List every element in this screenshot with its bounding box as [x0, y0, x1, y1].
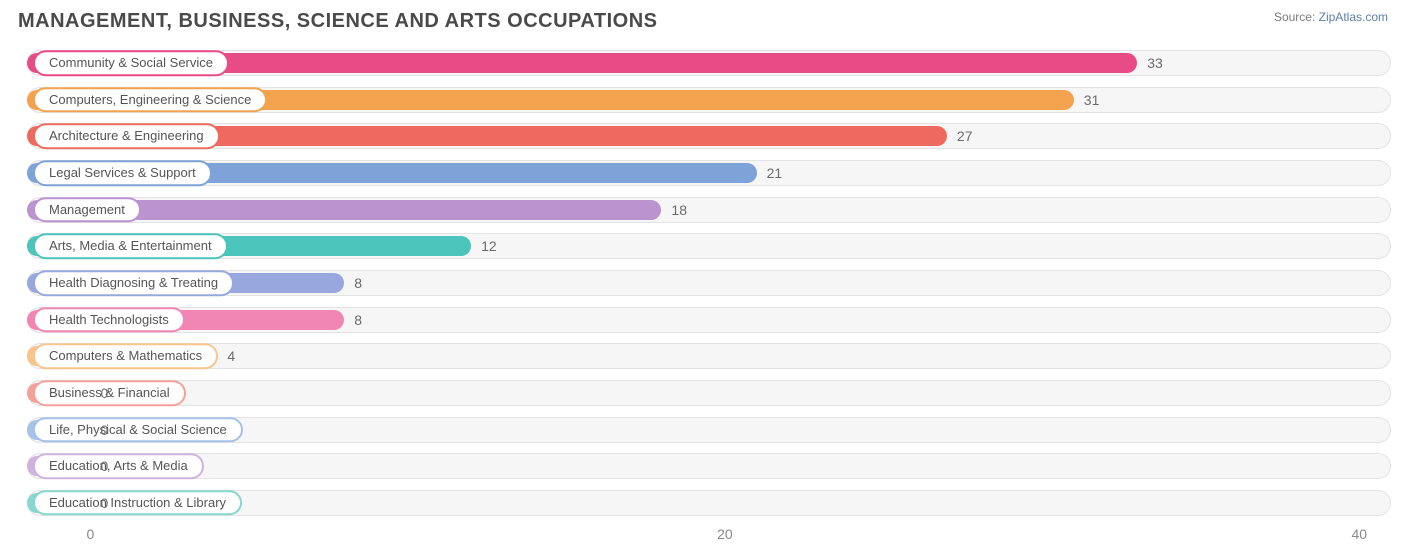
bar-row: Business & Financial0	[27, 378, 1391, 408]
bar-value: 4	[227, 348, 235, 364]
bar-value: 0	[100, 495, 108, 511]
bar-value: 21	[767, 165, 783, 181]
source-link[interactable]: ZipAtlas.com	[1319, 10, 1388, 24]
bar-value: 0	[100, 458, 108, 474]
bar-row: Management 18	[27, 195, 1391, 225]
bar-row: Life, Physical & Social Science0	[27, 415, 1391, 445]
bar-row: Education Instruction & Library0	[27, 488, 1391, 518]
bar-row: Arts, Media & Entertainment 12	[27, 231, 1391, 261]
bar-label: Education, Arts & Media	[33, 453, 204, 479]
bar-row: Legal Services & Support 21	[27, 158, 1391, 188]
bar-row: Architecture & Engineering 27	[27, 121, 1391, 151]
x-tick: 0	[87, 526, 95, 542]
bar-value: 8	[354, 275, 362, 291]
bar-value: 33	[1147, 55, 1163, 71]
bar-label: Business & Financial	[33, 380, 186, 406]
bar-value: 27	[957, 128, 973, 144]
bar-value: 8	[354, 312, 362, 328]
bar-row: Health Diagnosing & Treating 8	[27, 268, 1391, 298]
bar-value: 12	[481, 238, 497, 254]
x-tick: 40	[1351, 526, 1367, 542]
bar-row: Computers, Engineering & Science 31	[27, 85, 1391, 115]
bar-row: Health Technologists 8	[27, 305, 1391, 335]
bar-value: 0	[100, 385, 108, 401]
bar-label: Legal Services & Support	[33, 160, 212, 186]
chart-title: MANAGEMENT, BUSINESS, SCIENCE AND ARTS O…	[0, 0, 1406, 39]
bar-label: Community & Social Service	[33, 50, 229, 76]
source-attribution: Source: ZipAtlas.com	[1274, 10, 1388, 24]
bar-label: Architecture & Engineering	[33, 124, 220, 150]
bar-value: 18	[671, 202, 687, 218]
bar-label: Computers & Mathematics	[33, 343, 218, 369]
x-tick: 20	[717, 526, 733, 542]
bar-row: Education, Arts & Media0	[27, 451, 1391, 481]
x-axis: 0 20 40	[27, 526, 1391, 546]
bar-value: 0	[100, 422, 108, 438]
bar-row: Computers & Mathematics 4	[27, 341, 1391, 371]
chart-area: Community & Social Service 33 Computers, E…	[27, 48, 1391, 518]
bar-value: 31	[1084, 92, 1100, 108]
bar-label: Arts, Media & Entertainment	[33, 233, 228, 259]
bar-label: Education Instruction & Library	[33, 490, 242, 516]
bar-label: Health Diagnosing & Treating	[33, 270, 234, 296]
bar-label: Management	[33, 197, 141, 223]
source-prefix: Source:	[1274, 10, 1319, 24]
bar-label: Life, Physical & Social Science	[33, 417, 243, 443]
bar-label: Health Technologists	[33, 307, 185, 333]
bar-label: Computers, Engineering & Science	[33, 87, 267, 113]
bar-track	[27, 453, 1391, 479]
bar-row: Community & Social Service 33	[27, 48, 1391, 78]
bar-track	[27, 380, 1391, 406]
bar-rows: Community & Social Service 33 Computers, E…	[27, 48, 1391, 518]
